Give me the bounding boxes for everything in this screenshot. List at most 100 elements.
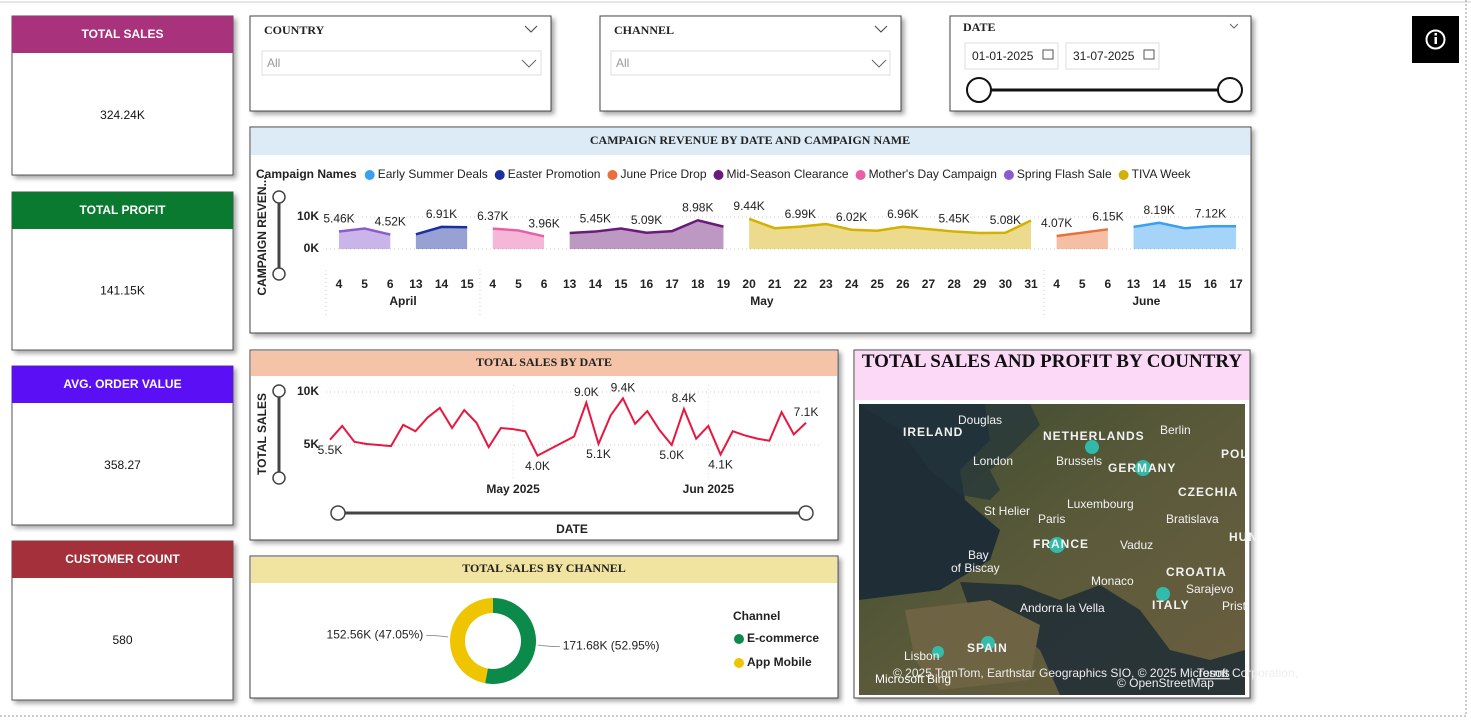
x-tick-label: Jun 2025 bbox=[683, 482, 735, 496]
x-tick-label: 22 bbox=[794, 277, 808, 291]
slider-handle[interactable] bbox=[272, 471, 286, 485]
legend-title: Campaign Names bbox=[256, 167, 357, 181]
map-label: CROATIA bbox=[1166, 565, 1227, 579]
x-tick-label: 5 bbox=[515, 277, 522, 291]
data-label: 8.98K bbox=[682, 200, 713, 214]
x-tick-label: 5 bbox=[361, 277, 368, 291]
country-slicer[interactable]: COUNTRY All bbox=[249, 15, 552, 112]
chevron bbox=[874, 25, 888, 33]
legend-marker bbox=[855, 170, 866, 180]
area bbox=[415, 226, 468, 249]
slicer-label: COUNTRY bbox=[264, 23, 325, 37]
date-end: 31-07-2025 bbox=[1073, 49, 1135, 63]
map-label: Prist bbox=[1222, 599, 1247, 613]
slider-handle[interactable] bbox=[798, 505, 814, 521]
data-label: 7.12K bbox=[1195, 206, 1226, 220]
map-terms[interactable]: Terms bbox=[1197, 666, 1230, 680]
kpi-label: AVG. ORDER VALUE bbox=[63, 377, 181, 391]
x-tick-label: 30 bbox=[999, 277, 1013, 291]
x-tick-label: 21 bbox=[768, 277, 782, 291]
map-sea bbox=[960, 582, 1245, 695]
map-bubble[interactable] bbox=[1085, 440, 1099, 454]
x-tick-label: 15 bbox=[460, 277, 474, 291]
x-tick-label: 29 bbox=[973, 277, 987, 291]
chevron bbox=[871, 59, 887, 68]
slider-handle[interactable] bbox=[330, 505, 346, 521]
kpi-header bbox=[12, 366, 233, 403]
kpi-value: 324.24K bbox=[100, 108, 145, 122]
legend-label: Early Summer Deals bbox=[378, 167, 488, 181]
map-label: Lisbon bbox=[904, 649, 939, 663]
chart-title: TOTAL SALES BY CHANNEL bbox=[462, 561, 626, 575]
data-label: 4.1K bbox=[708, 458, 733, 472]
slider-handle[interactable] bbox=[966, 77, 992, 103]
slicer-value: All bbox=[267, 56, 280, 70]
date-slicer[interactable]: DATE 01-01-2025 31-07-2025 bbox=[949, 15, 1252, 112]
dropdown[interactable] bbox=[610, 50, 891, 76]
x-tick-label: 4 bbox=[1053, 277, 1060, 291]
map-label: GERMANY bbox=[1108, 461, 1176, 475]
map-land bbox=[905, 600, 1040, 690]
x-tick-label: 23 bbox=[819, 277, 833, 291]
map-label: Andorra la Vella bbox=[1020, 601, 1105, 615]
map-bubble[interactable] bbox=[1135, 460, 1151, 476]
dropdown[interactable] bbox=[261, 50, 542, 76]
line bbox=[492, 227, 545, 238]
x-tick-label: 6 bbox=[387, 277, 394, 291]
kpi-header bbox=[12, 16, 233, 53]
x-tick-label: 4 bbox=[336, 277, 343, 291]
map-label: Bay bbox=[968, 548, 989, 562]
x-tick-label: 6 bbox=[1105, 277, 1112, 291]
legend-label: TIVA Week bbox=[1132, 167, 1192, 181]
data-label: 6.99K bbox=[785, 207, 816, 221]
x-group-label: April bbox=[389, 294, 416, 308]
data-label: 152.56K (47.05%) bbox=[327, 628, 424, 642]
legend-marker bbox=[607, 170, 618, 180]
slider-handle[interactable] bbox=[272, 267, 286, 281]
calendar-icon bbox=[1042, 49, 1054, 60]
data-label: 5.45K bbox=[938, 212, 969, 226]
map[interactable]: Microsoft Bing © 2025 TomTom, Earthstar … bbox=[859, 404, 1298, 695]
data-label: 171.68K (52.95%) bbox=[563, 639, 660, 653]
map-bubble[interactable] bbox=[1049, 537, 1065, 553]
data-label: 9.0K bbox=[574, 385, 599, 399]
legend-marker bbox=[1003, 170, 1014, 180]
x-tick-label: 4 bbox=[489, 277, 496, 291]
legend-title: Channel bbox=[733, 609, 780, 623]
map-bubble[interactable] bbox=[981, 636, 995, 650]
map-label: Brussels bbox=[1056, 454, 1102, 468]
x-tick-label: 14 bbox=[589, 277, 603, 291]
data-label: 8.19K bbox=[1143, 203, 1174, 217]
map-bubble[interactable] bbox=[1156, 587, 1170, 601]
panel-header bbox=[251, 128, 1250, 155]
data-label: 5.09K bbox=[631, 213, 662, 227]
map-label: London bbox=[973, 454, 1013, 468]
line bbox=[1133, 221, 1237, 230]
chart-title: CAMPAIGN REVENUE BY DATE AND CAMPAIGN NA… bbox=[590, 133, 910, 147]
x-tick-label: May 2025 bbox=[486, 482, 540, 496]
slider-handle[interactable] bbox=[1217, 77, 1243, 103]
legend-label: App Mobile bbox=[747, 655, 812, 669]
map-bubble[interactable] bbox=[932, 646, 944, 658]
line bbox=[569, 218, 724, 235]
data-label: 9.4K bbox=[611, 381, 636, 395]
map-label: NETHERLANDS bbox=[1043, 429, 1145, 443]
legend-marker bbox=[734, 634, 744, 644]
x-tick-label: 15 bbox=[614, 277, 628, 291]
donut-slice bbox=[450, 598, 493, 684]
info-button[interactable] bbox=[1412, 16, 1459, 63]
panel bbox=[249, 126, 1252, 334]
legend-marker bbox=[1118, 170, 1129, 180]
area bbox=[749, 218, 1032, 249]
x-tick-label: 31 bbox=[1024, 277, 1038, 291]
map-label: ITALY bbox=[1152, 598, 1190, 612]
x-tick-label: 20 bbox=[742, 277, 756, 291]
map-label: Luxembourg bbox=[1067, 497, 1134, 511]
area bbox=[1133, 222, 1237, 249]
slider-handle[interactable] bbox=[272, 384, 286, 398]
map-label: FRANCE bbox=[1033, 537, 1089, 551]
channel-slicer[interactable]: CHANNEL All bbox=[599, 15, 902, 112]
legend-marker bbox=[494, 170, 505, 180]
slider-handle[interactable] bbox=[272, 190, 286, 204]
